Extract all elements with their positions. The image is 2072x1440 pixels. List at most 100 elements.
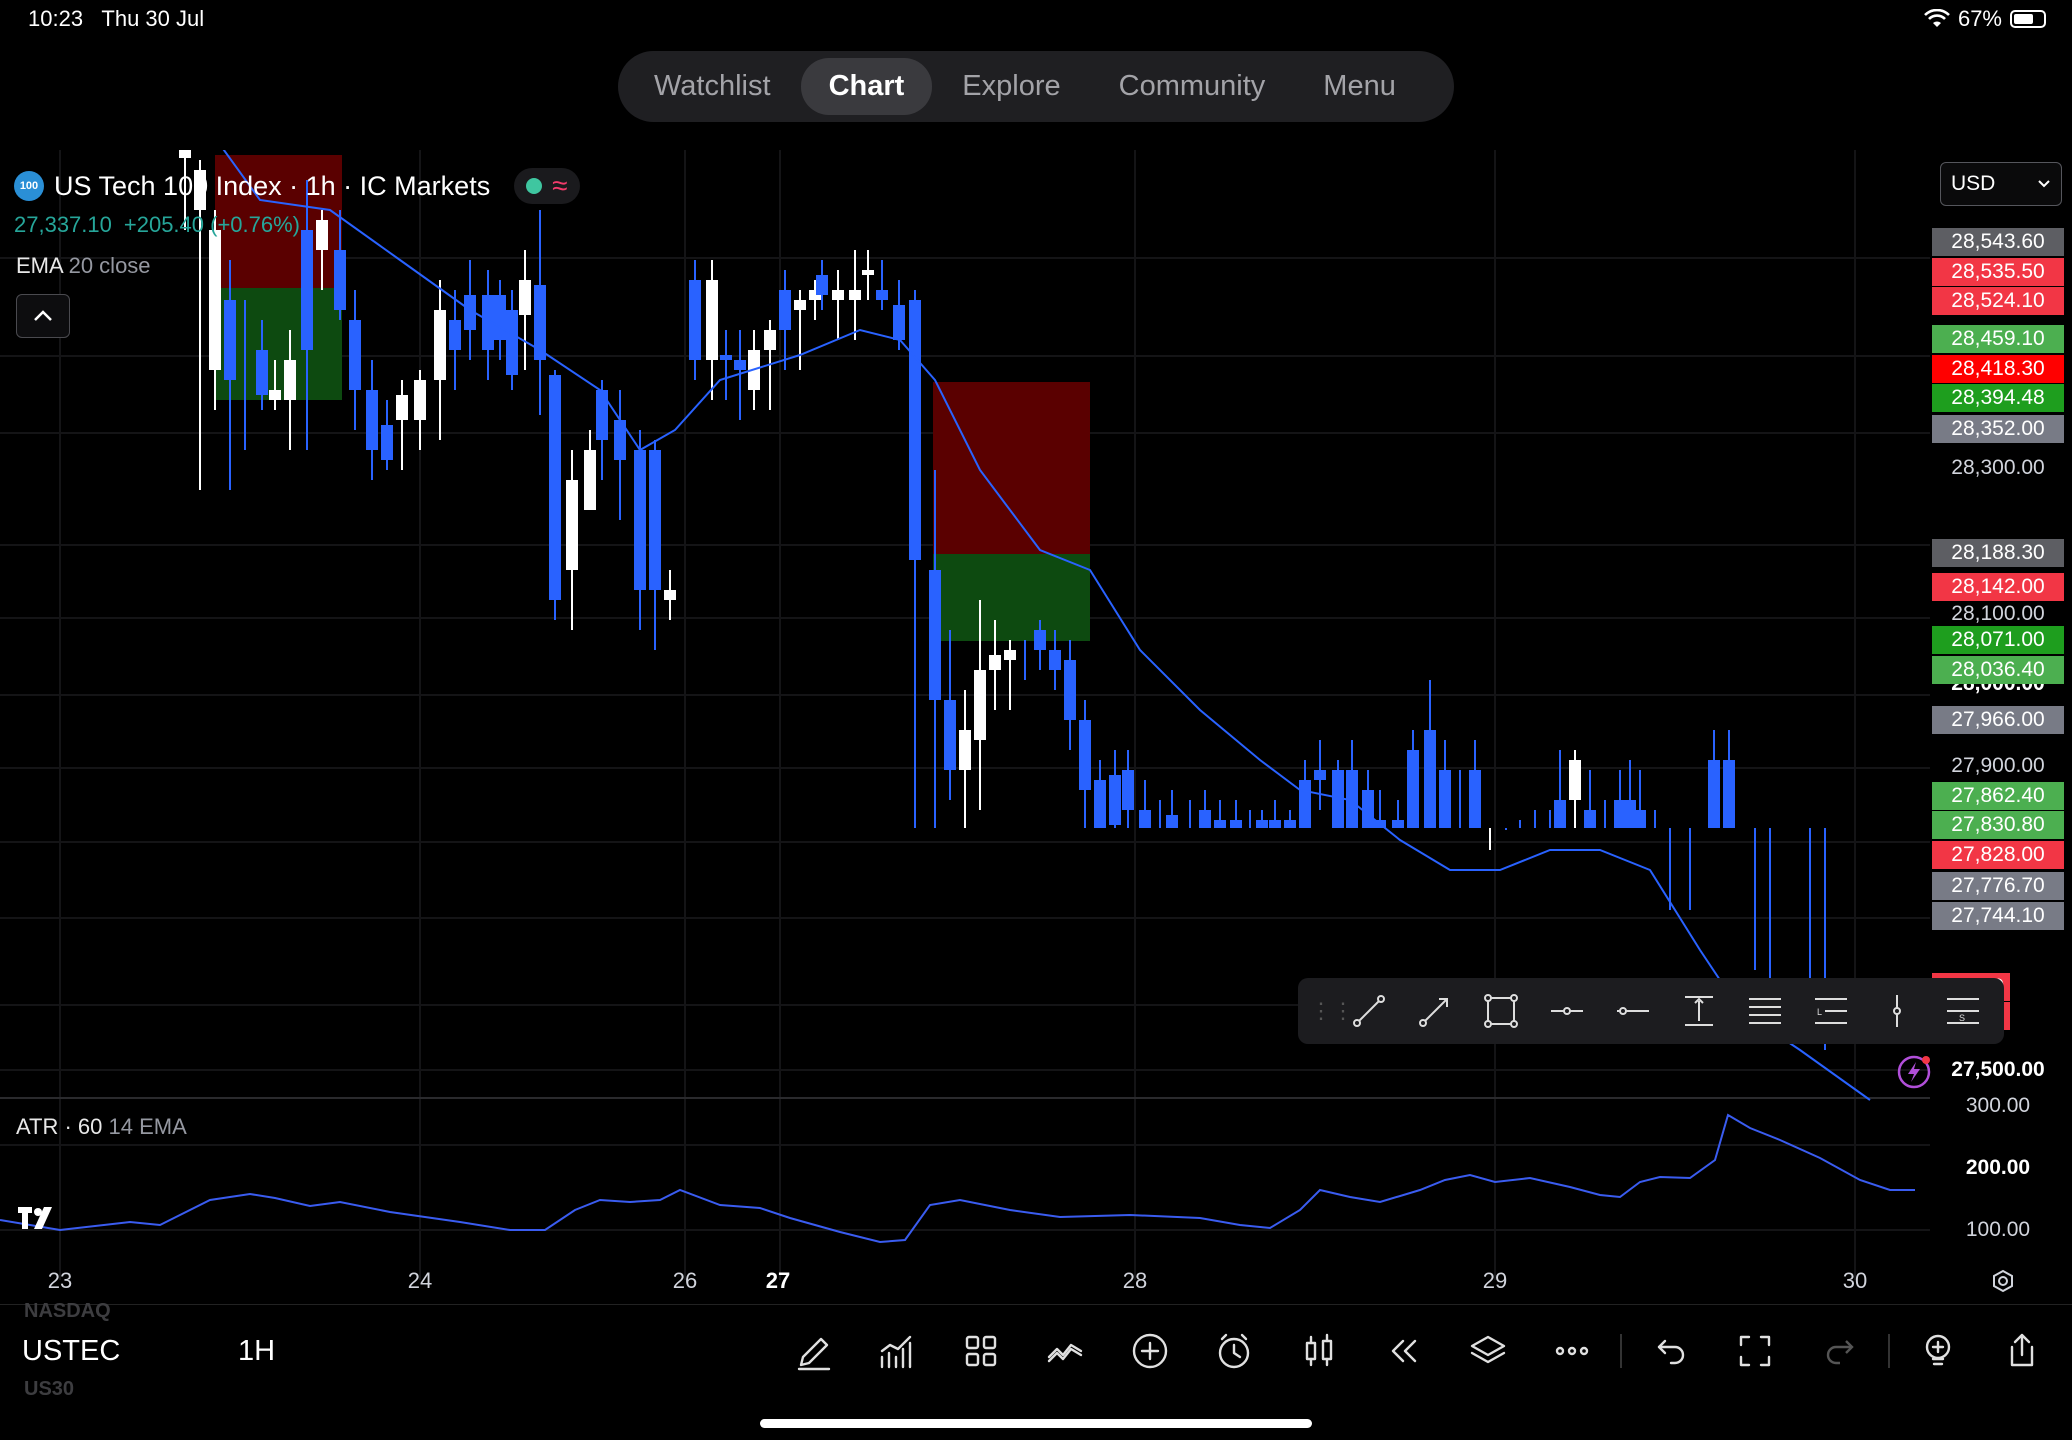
tab-chart[interactable]: Chart — [800, 58, 933, 115]
long-position-tool[interactable]: L — [1798, 978, 1864, 1044]
wifi-icon — [1924, 9, 1950, 27]
bottom-divider — [0, 1304, 2072, 1305]
layers-icon — [1470, 1335, 1506, 1364]
candle-body — [1064, 660, 1076, 720]
undo-icon — [1657, 1339, 1685, 1365]
tab-explore[interactable]: Explore — [962, 70, 1061, 102]
trend-line-icon — [1353, 995, 1385, 1027]
chart-legend: 100 US Tech 100 Index · 1h · IC Markets … — [14, 168, 580, 204]
candle-body — [284, 360, 296, 400]
replay-button[interactable] — [1375, 1326, 1431, 1376]
price-range-tool[interactable] — [1666, 978, 1732, 1044]
rectangle-tool[interactable] — [1468, 978, 1534, 1044]
indicators-button[interactable] — [868, 1326, 924, 1376]
currency-select[interactable]: USD — [1940, 162, 2062, 206]
candle-body — [1299, 780, 1311, 828]
current-symbol[interactable]: USTEC — [22, 1335, 121, 1367]
short-position-target — [215, 288, 342, 400]
candle-body — [862, 270, 874, 275]
tab-watchlist[interactable]: Watchlist — [654, 70, 771, 102]
candle-body — [1332, 770, 1344, 828]
share-button[interactable] — [1994, 1326, 2050, 1376]
candle-body — [194, 170, 206, 210]
compare-button[interactable] — [1037, 1326, 1093, 1376]
interval-button[interactable]: 1H — [238, 1335, 276, 1367]
templates-button[interactable] — [953, 1326, 1009, 1376]
candle-body — [1362, 790, 1374, 828]
time-axis-label: 24 — [407, 1268, 433, 1293]
home-indicator — [760, 1419, 1312, 1428]
price-chart[interactable] — [0, 150, 1930, 1290]
candle-body — [649, 450, 661, 590]
market-status-pill[interactable]: ≈ — [514, 168, 580, 204]
candle-body — [689, 280, 701, 360]
ema-line — [222, 150, 1871, 1101]
chevron-down-icon — [2038, 180, 2050, 188]
atr-axis-label: 200.00 — [1965, 1156, 2031, 1179]
candle-body — [584, 450, 596, 510]
price-tag: 27,862.40 — [1932, 782, 2064, 810]
alert-button[interactable] — [1206, 1326, 1262, 1376]
price-tag: 28,459.10 — [1932, 325, 2064, 353]
candle-body — [929, 570, 941, 700]
candle-body — [316, 220, 328, 250]
candle-body — [1407, 750, 1419, 828]
candle-body — [301, 230, 313, 350]
candle-body — [614, 420, 626, 460]
candle-body — [482, 295, 494, 350]
undo-button[interactable] — [1643, 1326, 1699, 1376]
bolt-icon[interactable] — [1895, 1053, 1933, 1091]
atr-line — [0, 1113, 1915, 1244]
candle-body — [989, 655, 1001, 670]
add-button[interactable] — [1122, 1326, 1178, 1376]
fullscreen-button[interactable] — [1727, 1326, 1783, 1376]
horizontal-line-tool[interactable] — [1600, 978, 1666, 1044]
price-tag: 28,543.60 — [1932, 228, 2064, 256]
price-tag: 28,142.00 — [1932, 573, 2064, 601]
arrow-line-tool[interactable] — [1402, 978, 1468, 1044]
atr-axis-label: 300.00 — [1965, 1094, 2031, 1117]
candle-body — [414, 380, 426, 420]
svg-text:S: S — [1959, 1013, 1965, 1023]
candle-body — [1109, 775, 1121, 825]
tab-community[interactable]: Community — [1118, 70, 1266, 102]
time-axis-label: 28 — [1122, 1268, 1148, 1293]
next-symbol[interactable]: US30 — [24, 1378, 75, 1400]
tab-menu[interactable]: Menu — [1323, 70, 1396, 102]
top-nav: Watchlist Chart Explore Community Menu — [618, 51, 1454, 122]
atr-legend[interactable]: ATR · 60 14 EMA — [16, 1114, 187, 1140]
candle-body — [209, 230, 221, 370]
arrow-line-icon — [1419, 998, 1448, 1027]
candle-body — [779, 290, 791, 330]
layers-button[interactable] — [1460, 1326, 1516, 1376]
horizontal-ray-tool[interactable] — [1534, 978, 1600, 1044]
candle-body — [809, 290, 821, 300]
collapse-legend-button[interactable] — [16, 294, 70, 338]
redo-button[interactable] — [1812, 1326, 1868, 1376]
price-tag: 27,828.00 — [1932, 841, 2064, 869]
drag-handle-icon[interactable]: ⋮⋮ — [1310, 998, 1354, 1023]
short-position-tool[interactable]: S — [1930, 978, 1996, 1044]
ema-legend[interactable]: EMA 20 close — [16, 253, 151, 279]
symbol-title[interactable]: US Tech 100 Index · 1h · IC Markets — [54, 170, 491, 201]
candle-body — [959, 730, 971, 770]
settings-icon[interactable] — [1990, 1268, 2016, 1294]
atr-params: 14 EMA — [108, 1114, 187, 1139]
ideas-button[interactable] — [1910, 1326, 1966, 1376]
candle-body — [764, 330, 776, 350]
time-axis-label: 26 — [672, 1268, 698, 1293]
candle-body — [734, 360, 746, 370]
chart-type-button[interactable] — [1291, 1326, 1347, 1376]
candle-body — [1424, 730, 1436, 828]
candle-body — [1284, 820, 1296, 828]
battery-icon — [2010, 10, 2046, 28]
parallel-channel-tool[interactable] — [1732, 978, 1798, 1044]
price-change: +205.40 (+0.76%) — [123, 212, 301, 237]
previous-symbol[interactable]: NASDAQ — [24, 1300, 111, 1322]
vertical-line-tool[interactable] — [1864, 978, 1930, 1044]
candle-body — [794, 300, 806, 310]
more-button[interactable] — [1544, 1326, 1600, 1376]
trend-line-tool[interactable] — [1336, 978, 1402, 1044]
drawing-pen-button[interactable] — [785, 1326, 841, 1376]
svg-text:L: L — [1817, 1007, 1822, 1017]
